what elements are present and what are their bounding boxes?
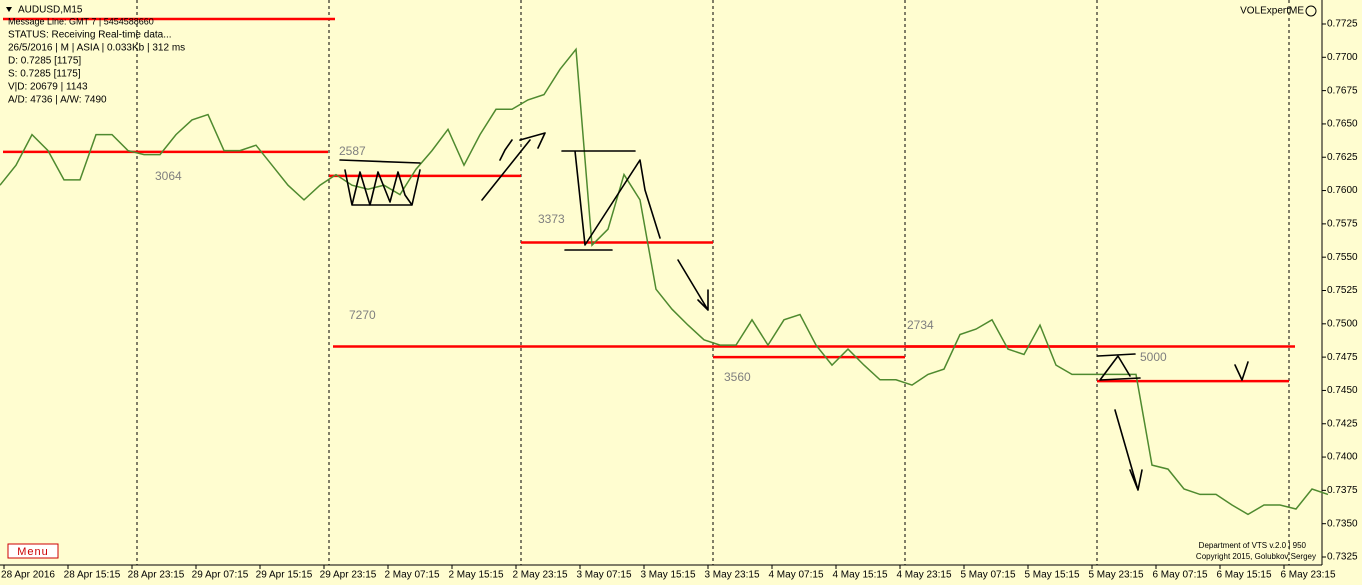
level-label: 3064 bbox=[155, 169, 182, 183]
x-tick-label: 29 Apr 07:15 bbox=[192, 570, 249, 581]
info-line: S: 0.7285 [1175] bbox=[8, 69, 81, 80]
x-tick-label: 5 May 15:15 bbox=[1024, 570, 1079, 581]
y-tick-label: 0.7600 bbox=[1327, 185, 1358, 196]
y-tick-label: 0.7450 bbox=[1327, 385, 1358, 396]
plot: 3064 2587 3373 7270 3560 2734 5000 bbox=[0, 47, 1329, 516]
x-tick-label: 28 Apr 2016 bbox=[1, 570, 55, 581]
info-line: A/D: 4736 | A/W: 7490 bbox=[8, 95, 107, 106]
x-tick-label: 3 May 07:15 bbox=[576, 570, 631, 581]
y-tick-label: 0.7575 bbox=[1327, 219, 1358, 230]
x-tick-label: 4 May 07:15 bbox=[768, 570, 823, 581]
x-tick-label: 3 May 15:15 bbox=[640, 570, 695, 581]
x-tick-label: 28 Apr 15:15 bbox=[64, 570, 121, 581]
drawing bbox=[561, 150, 661, 251]
indicator-name: VOLExpertME bbox=[1240, 6, 1304, 17]
price-line bbox=[0, 47, 1329, 516]
x-tick-label: 6 May 07:15 bbox=[1152, 570, 1207, 581]
x-tick-label: 29 Apr 15:15 bbox=[256, 570, 313, 581]
y-tick-label: 0.7625 bbox=[1327, 152, 1358, 163]
x-tick-label: 6 May 23:15 bbox=[1280, 570, 1335, 581]
drawing bbox=[677, 259, 709, 311]
x-tick-label: 28 Apr 23:15 bbox=[128, 570, 185, 581]
x-tick-label: 29 Apr 23:15 bbox=[320, 570, 377, 581]
info-line: D: 0.7285 [1175] bbox=[8, 56, 81, 67]
menu-label[interactable]: Menu bbox=[17, 546, 49, 558]
x-tick-label: 2 May 07:15 bbox=[384, 570, 439, 581]
x-tick-label: 5 May 23:15 bbox=[1088, 570, 1143, 581]
level-label: 3560 bbox=[724, 370, 751, 384]
dropdown-icon[interactable] bbox=[6, 7, 12, 12]
level-label: 7270 bbox=[349, 308, 376, 322]
x-tick-label: 6 May 15:15 bbox=[1216, 570, 1271, 581]
footer-line: Copyright 2015, Golubkov Sergey bbox=[1196, 552, 1316, 561]
level-label: 2734 bbox=[907, 318, 934, 332]
drawing bbox=[481, 132, 546, 201]
x-tick-label: 4 May 23:15 bbox=[896, 570, 951, 581]
hand-drawings bbox=[339, 132, 1249, 491]
drawing bbox=[1114, 409, 1143, 491]
info-line: 26/5/2016 | M | ASIA | 0.033Kb | 312 ms bbox=[8, 43, 185, 54]
y-tick-label: 0.7325 bbox=[1327, 552, 1358, 563]
y-tick-label: 0.7375 bbox=[1327, 485, 1358, 496]
info-line: Message Line: GMT 7 | 5454588660 bbox=[8, 16, 154, 26]
y-tick-label: 0.7650 bbox=[1327, 119, 1358, 130]
y-tick-label: 0.7425 bbox=[1327, 418, 1358, 429]
x-tick-label: 3 May 23:15 bbox=[704, 570, 759, 581]
info-line: V|D: 20679 | 1143 bbox=[8, 82, 88, 93]
y-tick-label: 0.7675 bbox=[1327, 85, 1358, 96]
level-label: 2587 bbox=[339, 144, 366, 158]
level-label: 5000 bbox=[1140, 350, 1167, 364]
smiley-icon bbox=[1305, 5, 1317, 17]
chart-title: AUDUSD,M15 bbox=[18, 5, 83, 16]
x-tick-label: 5 May 07:15 bbox=[960, 570, 1015, 581]
y-tick-label: 0.7350 bbox=[1327, 518, 1358, 529]
y-tick-label: 0.7550 bbox=[1327, 252, 1358, 263]
drawing bbox=[339, 159, 421, 206]
x-tick-label: 4 May 15:15 bbox=[832, 570, 887, 581]
y-tick-label: 0.7525 bbox=[1327, 285, 1358, 296]
separators bbox=[136, 0, 1290, 565]
drawing bbox=[1097, 353, 1141, 381]
footer-line: Department of VTS v.2.0 | 950 bbox=[1199, 541, 1307, 550]
level-label: 3373 bbox=[538, 212, 565, 226]
y-tick-label: 0.7475 bbox=[1327, 352, 1358, 363]
x-tick-label: 2 May 15:15 bbox=[448, 570, 503, 581]
y-tick-label: 0.7400 bbox=[1327, 452, 1358, 463]
x-tick-label: 2 May 23:15 bbox=[512, 570, 567, 581]
menu-button[interactable] bbox=[7, 543, 59, 559]
y-tick-label: 0.7725 bbox=[1327, 19, 1358, 30]
y-tick-label: 0.7700 bbox=[1327, 52, 1358, 63]
info-line: STATUS: Receiving Real-time data... bbox=[8, 30, 172, 41]
drawing bbox=[1234, 361, 1249, 381]
y-tick-label: 0.7500 bbox=[1327, 318, 1358, 329]
